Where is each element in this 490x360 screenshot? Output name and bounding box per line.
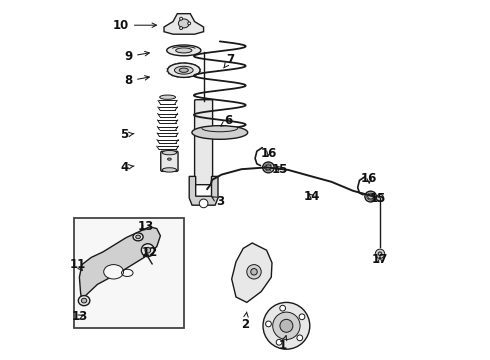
Text: 2: 2 [241, 312, 249, 330]
Ellipse shape [168, 158, 171, 160]
Text: 15: 15 [369, 192, 386, 204]
Bar [74, 218, 184, 328]
Ellipse shape [368, 194, 373, 199]
Circle shape [141, 244, 154, 257]
Ellipse shape [178, 19, 189, 28]
Circle shape [199, 199, 208, 208]
Ellipse shape [104, 265, 123, 279]
Ellipse shape [160, 95, 175, 99]
Circle shape [145, 247, 151, 253]
Text: 13: 13 [71, 310, 88, 323]
Text: 6: 6 [221, 114, 233, 127]
Circle shape [188, 22, 191, 25]
FancyBboxPatch shape [195, 100, 213, 185]
Circle shape [276, 339, 282, 345]
Text: 12: 12 [142, 246, 158, 258]
Text: 13: 13 [138, 220, 154, 233]
Ellipse shape [136, 235, 141, 239]
Ellipse shape [263, 162, 274, 173]
Circle shape [266, 321, 271, 327]
Ellipse shape [266, 165, 271, 170]
Polygon shape [164, 14, 204, 34]
Ellipse shape [78, 296, 90, 306]
Circle shape [180, 27, 183, 30]
Text: 11: 11 [70, 258, 86, 271]
Circle shape [375, 249, 385, 258]
Ellipse shape [176, 48, 192, 53]
FancyBboxPatch shape [161, 151, 178, 171]
Polygon shape [79, 227, 160, 306]
Text: 16: 16 [361, 172, 377, 185]
Ellipse shape [365, 191, 376, 202]
Text: 14: 14 [303, 190, 320, 203]
Ellipse shape [168, 63, 200, 77]
Text: 8: 8 [124, 75, 149, 87]
Ellipse shape [133, 233, 143, 241]
Circle shape [280, 319, 293, 332]
Ellipse shape [162, 168, 176, 172]
Ellipse shape [162, 150, 176, 155]
Circle shape [297, 335, 303, 341]
Circle shape [376, 194, 384, 202]
Ellipse shape [179, 68, 188, 72]
Circle shape [299, 314, 305, 320]
Text: 9: 9 [124, 50, 149, 63]
Circle shape [378, 252, 382, 256]
Circle shape [273, 312, 300, 339]
Text: 4: 4 [120, 161, 134, 174]
Text: 1: 1 [279, 336, 287, 352]
Text: 15: 15 [272, 163, 289, 176]
FancyBboxPatch shape [198, 100, 209, 116]
Text: 5: 5 [120, 129, 134, 141]
Text: 3: 3 [212, 195, 224, 208]
Ellipse shape [81, 298, 87, 303]
Ellipse shape [174, 66, 193, 74]
Ellipse shape [167, 45, 201, 56]
Circle shape [280, 305, 286, 311]
Circle shape [247, 265, 261, 279]
Text: 17: 17 [372, 253, 388, 266]
Circle shape [263, 302, 310, 349]
Ellipse shape [192, 126, 248, 139]
Circle shape [251, 269, 257, 275]
Text: 16: 16 [260, 147, 276, 160]
Text: 10: 10 [113, 19, 156, 32]
Text: 7: 7 [224, 53, 235, 68]
Circle shape [180, 17, 183, 20]
Polygon shape [189, 176, 218, 205]
Polygon shape [232, 243, 272, 302]
